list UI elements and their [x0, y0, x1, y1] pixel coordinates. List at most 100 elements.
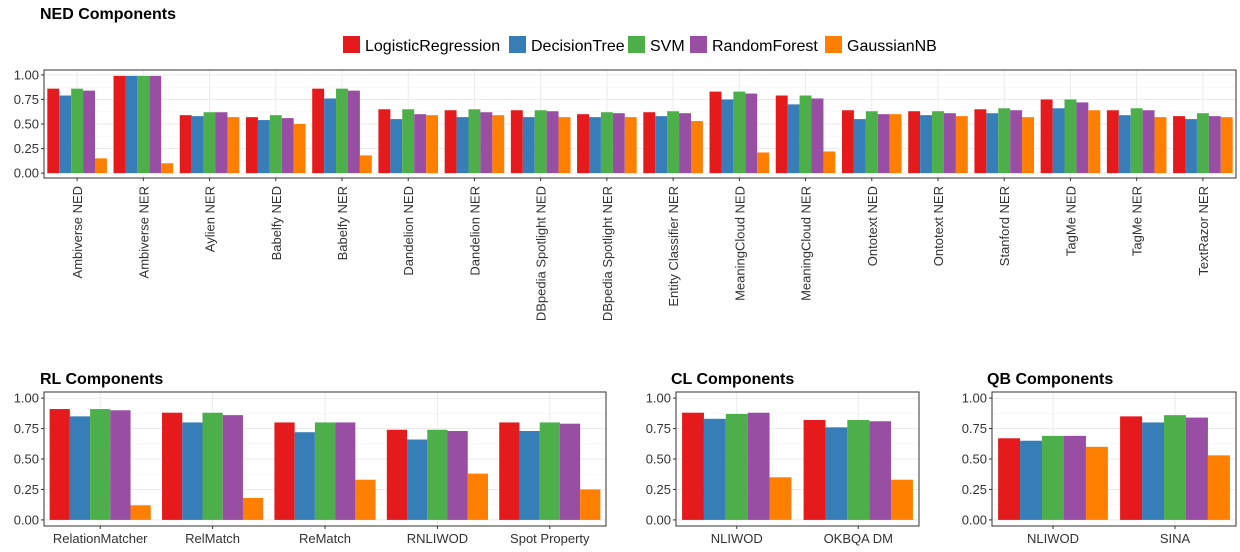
panel-title: CL Components: [671, 371, 794, 388]
bar-gaussiannb-8: [624, 117, 637, 174]
bar-decisiontree-13: [920, 115, 933, 174]
legend-key-svm: [628, 36, 645, 53]
x-tick-label: MeaningCloud NED: [732, 186, 747, 301]
bar-svm-2: [203, 112, 216, 174]
bar-svm-0: [90, 409, 111, 520]
bar-logisticregression-4: [312, 88, 325, 174]
bar-randomforest-0: [1063, 435, 1086, 520]
bar-gaussiannb-1: [891, 479, 913, 520]
bar-gaussiannb-14: [1022, 117, 1035, 174]
x-axis: RelationMatcher RelMatch ReMatch RNLIWOD Spo…: [53, 526, 590, 546]
x-tick-label: Stanford NER: [997, 186, 1012, 266]
bar-decisiontree-14: [986, 113, 999, 174]
bar-randomforest-0: [110, 410, 131, 520]
bar-gaussiannb-15: [1088, 110, 1101, 174]
bar-gaussiannb-1: [242, 497, 264, 520]
bar-decisiontree-9: [655, 116, 668, 174]
x-tick-label: DBpedia Spotlight NED: [534, 186, 549, 321]
bar-svm-10: [733, 91, 746, 174]
x-tick-label: Dandelion NER: [467, 186, 482, 276]
legend-item-logisticregression: LogisticRegression: [343, 36, 500, 55]
bar-decisiontree-3: [407, 439, 428, 520]
y-tick-label: 1.00: [14, 67, 39, 82]
bars: [998, 415, 1230, 520]
bar-svm-4: [336, 88, 348, 174]
bar-decisiontree-1: [182, 422, 203, 520]
x-tick-label: Ambiverse NED: [70, 186, 85, 278]
bar-decisiontree-3: [257, 120, 270, 174]
bar-logisticregression-16: [1106, 110, 1119, 174]
bar-logisticregression-0: [682, 412, 704, 520]
bar-decisiontree-8: [589, 117, 601, 174]
bar-svm-6: [468, 109, 481, 174]
panel-title: NED Components: [40, 6, 176, 23]
bar-gaussiannb-13: [955, 116, 968, 174]
x-tick-label: TagMe NER: [1130, 186, 1145, 256]
y-tick-label: 0.00: [646, 512, 671, 527]
bar-randomforest-1: [149, 75, 162, 174]
bar-gaussiannb-16: [1154, 117, 1167, 174]
x-tick-label: SINA: [1160, 531, 1191, 546]
bar-randomforest-3: [447, 430, 468, 520]
bars: [47, 75, 1233, 174]
bar-decisiontree-5: [390, 119, 403, 174]
bar-svm-12: [865, 111, 878, 174]
bar-decisiontree-10: [721, 99, 734, 174]
bar-svm-3: [427, 429, 448, 520]
bar-gaussiannb-0: [1085, 446, 1108, 520]
y-tick-label: 0.50: [962, 452, 987, 467]
bar-gaussiannb-9: [690, 121, 703, 174]
bar-logisticregression-2: [274, 422, 295, 520]
bar-gaussiannb-5: [426, 115, 439, 174]
bar-decisiontree-15: [1052, 108, 1065, 174]
bar-gaussiannb-4: [359, 155, 372, 174]
bar-randomforest-17: [1208, 116, 1221, 174]
y-tick-label: 1.00: [646, 391, 671, 406]
bar-logisticregression-9: [643, 112, 656, 174]
y-tick-label: 0.00: [14, 512, 39, 527]
bar-svm-5: [402, 109, 415, 174]
bar-svm-16: [1130, 108, 1143, 174]
y-tick-label: 0.75: [14, 421, 39, 436]
bar-logisticregression-1: [113, 75, 126, 174]
bar-randomforest-13: [943, 113, 956, 174]
bar-svm-0: [71, 88, 84, 174]
legend-key-gaussiannb: [825, 36, 842, 53]
bar-gaussiannb-2: [227, 117, 240, 174]
y-axis: 0.00 0.25 0.50 0.75 1.00: [962, 391, 992, 527]
bar-gaussiannb-0: [130, 505, 151, 520]
bar-gaussiannb-0: [94, 158, 107, 174]
bar-gaussiannb-3: [467, 473, 488, 520]
legend-item-gaussiannb: GaussianNB: [825, 36, 937, 55]
bar-randomforest-4: [347, 90, 360, 174]
legend-key-decisiontree: [509, 36, 526, 53]
bar-decisiontree-0: [1020, 440, 1043, 520]
bar-decisiontree-6: [456, 117, 469, 174]
bar-logisticregression-1: [1120, 416, 1143, 520]
y-tick-label: 1.00: [962, 391, 987, 406]
bar-logisticregression-3: [245, 117, 258, 174]
bar-decisiontree-17: [1185, 119, 1197, 174]
y-tick-label: 0.50: [646, 452, 671, 467]
bar-logisticregression-13: [908, 111, 921, 174]
bar-decisiontree-11: [787, 104, 800, 174]
bar-svm-1: [202, 412, 223, 520]
panel-qb-components: QB Components 0.00 0.25 0.50 0.75 1.00 NLIWOD S…: [962, 371, 1237, 546]
bar-decisiontree-7: [522, 117, 535, 174]
x-tick-label: TagMe NED: [1063, 186, 1078, 256]
y-tick-label: 0.00: [962, 512, 987, 527]
y-tick-label: 0.50: [14, 452, 39, 467]
bar-randomforest-3: [281, 118, 294, 174]
bar-logisticregression-6: [444, 110, 457, 174]
bar-svm-1: [137, 75, 150, 174]
y-tick-label: 0.25: [646, 482, 671, 497]
panel-ned-components: NED Components 0.00 0.25 0.50 0.75 1.00 Ambive…: [14, 6, 1237, 321]
bar-svm-17: [1196, 113, 1209, 174]
bar-logisticregression-8: [577, 114, 590, 174]
x-tick-label: Entity Classifier NER: [666, 186, 681, 307]
x-tick-label: OKBQA DM: [824, 531, 893, 546]
bar-decisiontree-4: [324, 98, 337, 174]
bar-randomforest-9: [679, 113, 691, 174]
bar-svm-15: [1064, 99, 1077, 174]
